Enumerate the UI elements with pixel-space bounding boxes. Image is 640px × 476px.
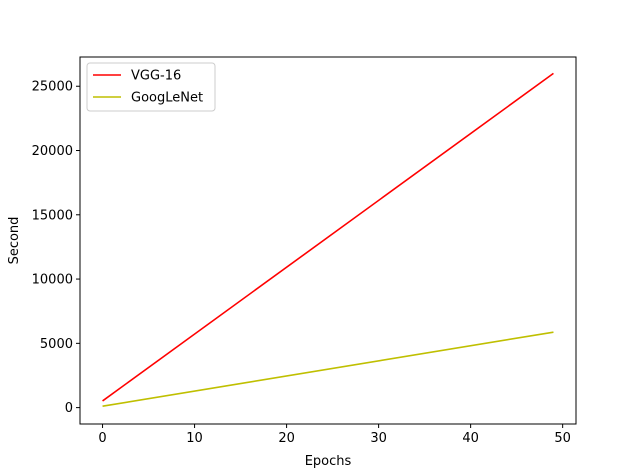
y-axis-ticks: 0 5000 10000 15000 20000 25000 xyxy=(32,80,80,416)
y-tick-label: 25000 xyxy=(32,80,73,95)
x-tick-label: 30 xyxy=(370,431,387,446)
legend-label: GoogLeNet xyxy=(131,91,203,106)
legend-label: VGG-16 xyxy=(131,69,181,84)
y-tick-label: 0 xyxy=(65,401,73,416)
y-tick-label: 15000 xyxy=(32,208,73,223)
plot-area xyxy=(80,57,576,424)
y-tick-label: 10000 xyxy=(32,273,73,288)
y-axis-label: Second xyxy=(7,217,22,265)
x-tick-label: 10 xyxy=(186,431,203,446)
series-line-googlenet xyxy=(102,331,554,407)
y-tick-label: 5000 xyxy=(40,337,73,352)
plot-frame xyxy=(79,56,577,425)
x-tick-label: 0 xyxy=(98,431,106,446)
x-tick-label: 20 xyxy=(278,431,295,446)
legend: VGG-16 GoogLeNet xyxy=(86,62,216,112)
x-axis-ticks: 0 10 20 30 40 50 xyxy=(98,424,571,446)
x-axis-label: Epochs xyxy=(305,454,352,469)
series-line-vgg-16 xyxy=(102,72,554,402)
y-tick-label: 20000 xyxy=(32,144,73,159)
x-tick-label: 50 xyxy=(554,431,571,446)
x-tick-label: 40 xyxy=(462,431,479,446)
series-layer xyxy=(102,72,554,407)
